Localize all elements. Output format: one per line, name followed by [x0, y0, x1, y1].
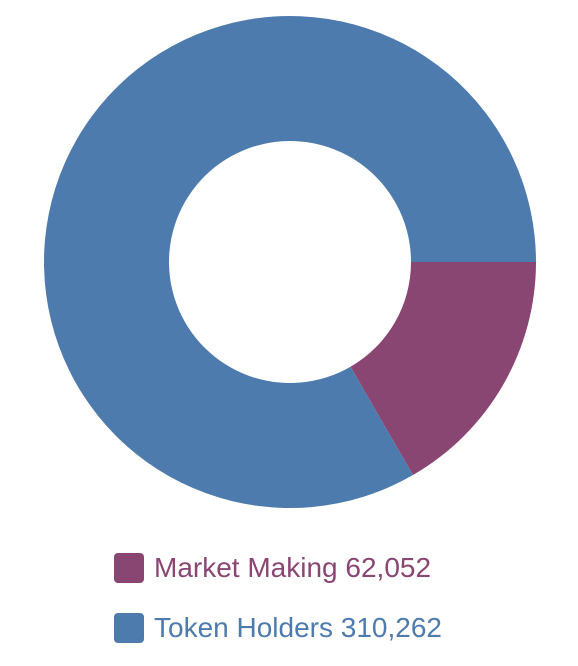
slice-token-holders [43, 15, 536, 509]
legend-item-market-making: Market Making 62,052 [114, 546, 442, 590]
legend-value-token-holders: 310,262 [340, 612, 442, 643]
legend-name-token-holders: Token Holders [154, 612, 333, 643]
legend-label-market-making: Market Making 62,052 [154, 552, 431, 584]
legend-swatch-market-making [114, 553, 144, 583]
legend-item-token-holders: Token Holders 310,262 [114, 606, 442, 650]
donut-chart [43, 15, 536, 509]
legend-swatch-token-holders [114, 613, 144, 643]
slice-market-making [350, 262, 536, 476]
legend-value-market-making: 62,052 [345, 552, 432, 583]
legend-label-token-holders: Token Holders 310,262 [154, 612, 442, 644]
legend-name-market-making: Market Making [154, 552, 338, 583]
legend: Market Making 62,052 Token Holders 310,2… [114, 546, 442, 666]
